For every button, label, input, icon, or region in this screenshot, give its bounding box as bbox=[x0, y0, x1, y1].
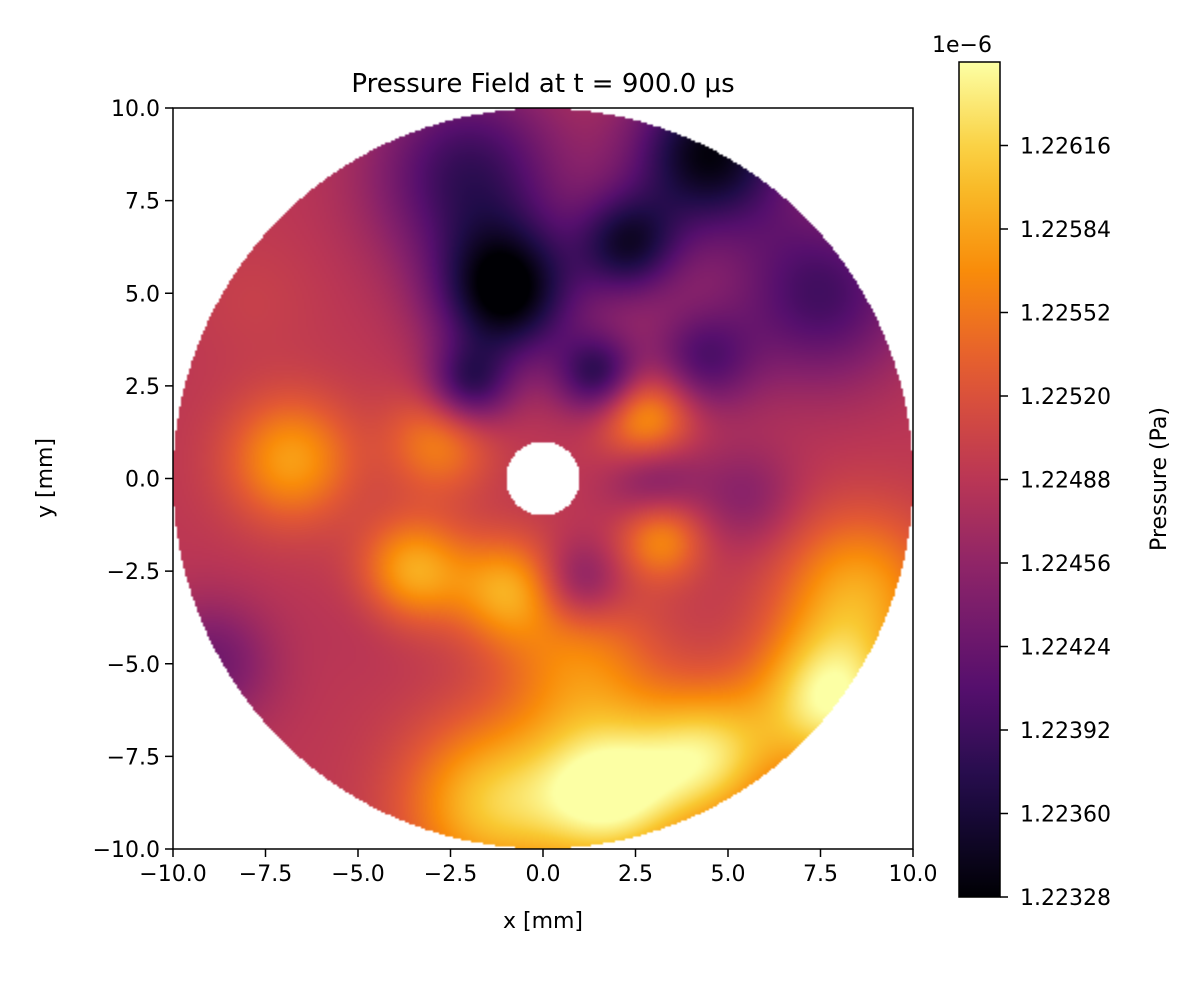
y-tick-label: 5.0 bbox=[125, 282, 160, 307]
x-tick-label: 10.0 bbox=[889, 862, 938, 887]
pressure-field-map bbox=[173, 108, 913, 849]
x-axis-ticks: −10.0 −7.5 −5.0 −2.5 0.0 2.5 5.0 7.5 10.0 bbox=[139, 849, 937, 887]
x-tick-label: −7.5 bbox=[239, 862, 292, 887]
y-tick-label: 2.5 bbox=[125, 375, 160, 400]
colorbar-tick-label: 1.22552 bbox=[1020, 302, 1111, 327]
colorbar-tick-label: 1.22616 bbox=[1020, 135, 1111, 160]
colorbar-tick-label: 1.22488 bbox=[1020, 469, 1111, 494]
plot-area bbox=[172, 107, 914, 850]
colorbar-offset-text: 1e−6 bbox=[932, 33, 992, 58]
x-tick-label: 0.0 bbox=[526, 862, 561, 887]
colorbar-tick-label: 1.22456 bbox=[1020, 552, 1111, 577]
y-tick-label: 7.5 bbox=[125, 190, 160, 215]
colorbar-tick-label: 1.22584 bbox=[1020, 218, 1111, 243]
x-tick-label: −2.5 bbox=[424, 862, 477, 887]
x-tick-label: −10.0 bbox=[139, 862, 206, 887]
x-tick-label: 7.5 bbox=[803, 862, 838, 887]
colorbar-tick-label: 1.22360 bbox=[1020, 803, 1111, 828]
x-tick-label: −5.0 bbox=[331, 862, 384, 887]
colorbar-gradient bbox=[959, 62, 1000, 897]
x-tick-label: 5.0 bbox=[711, 862, 746, 887]
colorbar-tick-label: 1.22328 bbox=[1020, 886, 1111, 911]
chart-title: Pressure Field at t = 900.0 µs bbox=[351, 69, 734, 99]
y-tick-label: −2.5 bbox=[107, 560, 160, 585]
x-axis-label: x [mm] bbox=[503, 909, 583, 934]
colorbar-label: Pressure (Pa) bbox=[1147, 407, 1172, 551]
y-tick-label: −10.0 bbox=[93, 838, 160, 863]
x-tick-label: 2.5 bbox=[618, 862, 653, 887]
y-axis-ticks: −10.0 −7.5 −5.0 −2.5 0.0 2.5 5.0 7.5 10.0 bbox=[93, 97, 173, 863]
y-tick-label: −5.0 bbox=[107, 653, 160, 678]
colorbar-tick-label: 1.22424 bbox=[1020, 636, 1111, 661]
colorbar-tick-label: 1.22392 bbox=[1020, 719, 1111, 744]
y-tick-label: 0.0 bbox=[125, 468, 160, 493]
y-axis-label: y [mm] bbox=[33, 438, 58, 518]
y-tick-label: 10.0 bbox=[111, 97, 160, 122]
colorbar-tick-label: 1.22520 bbox=[1020, 385, 1111, 410]
colorbar: 1.22328 1.22360 1.22392 1.22424 1.22456 1.224… bbox=[932, 33, 1172, 911]
y-tick-label: −7.5 bbox=[107, 745, 160, 770]
colorbar-ticks: 1.22328 1.22360 1.22392 1.22424 1.22456 1.224… bbox=[1000, 135, 1111, 911]
